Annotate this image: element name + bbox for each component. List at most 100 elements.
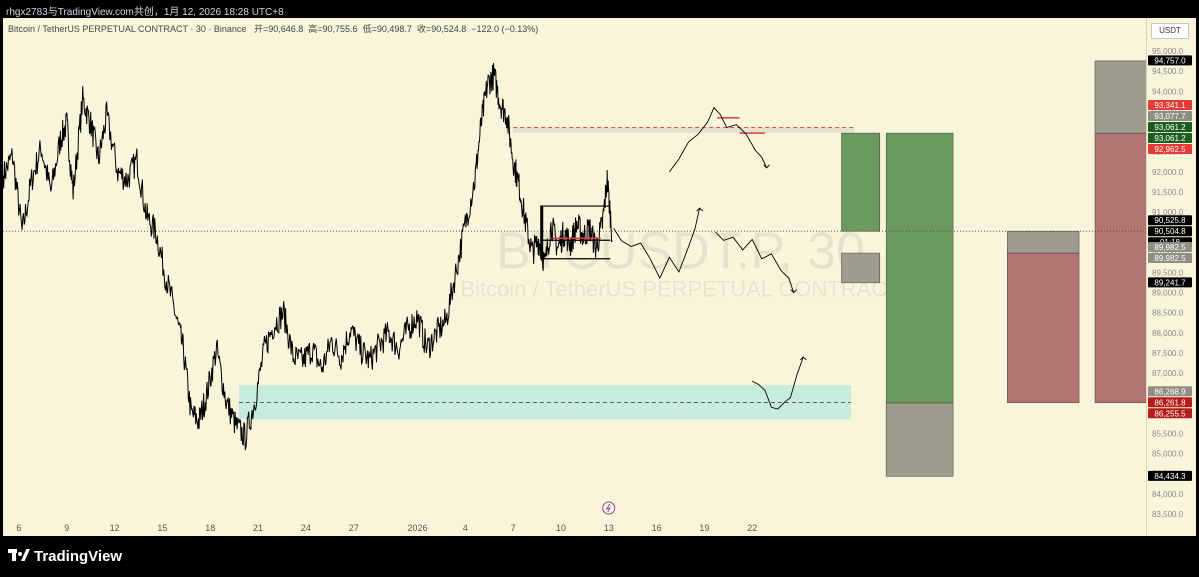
- price-label-bg: [1148, 226, 1192, 237]
- low-label: 低=: [362, 24, 377, 34]
- y-tick-label: 94,500.0: [1152, 67, 1184, 76]
- x-tick-label: 7: [511, 523, 516, 533]
- x-tick-label: 15: [157, 523, 167, 533]
- projected-path-3-arrow: [790, 289, 798, 294]
- open-label: 开=: [253, 24, 269, 34]
- bottom-bar: TradingView: [0, 540, 1199, 577]
- y-tick-label: 89,500.0: [1152, 268, 1184, 277]
- top-bar: rhgx2783与TradingView.com共创，1月 12, 2026 1…: [0, 0, 1199, 18]
- event-lightning-icon: [602, 501, 616, 515]
- change-value: −122.0 (−0.13%): [471, 24, 539, 34]
- y-tick-label: 92,000.0: [1152, 168, 1184, 177]
- price-label-bg: [1148, 408, 1192, 419]
- y-tick-label: 87,500.0: [1152, 349, 1184, 358]
- y-tick-label: 83,500.0: [1152, 510, 1184, 519]
- position-3-grey-zone: [1007, 230, 1080, 254]
- price-axis[interactable]: 95,000.094,500.094,000.093,500.093,000.0…: [1146, 18, 1196, 536]
- price-axis-svg: 95,000.094,500.094,000.093,500.093,000.0…: [1148, 47, 1192, 519]
- chart-plot-area[interactable]: BTCUSDT.P, 30 Bitcoin / TetherUS PERPETUA…: [3, 18, 1146, 536]
- price-label: 93,341.1: [1154, 101, 1186, 110]
- open-value: 90,646.8: [268, 24, 304, 34]
- price-label: 93,061.2: [1154, 134, 1186, 143]
- watermark-name: Bitcoin / TetherUS PERPETUAL CONTRACT: [460, 277, 900, 302]
- position-3-main-zone: [1007, 252, 1080, 404]
- x-tick-label: 18: [205, 523, 215, 533]
- x-tick-label: 13: [604, 523, 614, 533]
- low-value: 90,498.7: [376, 24, 412, 34]
- tradingview-brand[interactable]: TradingView: [8, 548, 122, 565]
- position-4-grey-zone: [1094, 60, 1146, 134]
- projected-path-2: [669, 106, 768, 173]
- brand-name: TradingView: [34, 548, 123, 565]
- projected-path-4-arrow: [799, 356, 807, 361]
- price-label: 86,268.9: [1154, 387, 1186, 396]
- y-tick-label: 87,000.0: [1152, 369, 1184, 378]
- y-tick-label: 88,500.0: [1152, 309, 1184, 318]
- close-label: 收=: [416, 24, 432, 34]
- x-tick-label: 21: [253, 523, 263, 533]
- y-tick-label: 84,000.0: [1152, 490, 1184, 499]
- x-tick-label: 9: [64, 523, 69, 533]
- price-label: 86,261.8: [1154, 398, 1186, 407]
- x-tick-label: 22: [747, 523, 757, 533]
- position-2-grey-zone: [885, 402, 954, 477]
- y-tick-label: 90,000.0: [1152, 248, 1184, 257]
- y-tick-label: 93,000.0: [1152, 128, 1184, 137]
- position-1-grey-zone: [841, 252, 881, 284]
- price-label: 84,434.3: [1154, 472, 1186, 481]
- x-tick-label: 2026: [407, 523, 427, 533]
- symbol-name: Bitcoin / TetherUS PERPETUAL CONTRACT · …: [8, 24, 247, 34]
- projected-path-2-arrow: [763, 164, 770, 169]
- teal-zone: [238, 385, 852, 420]
- watermark-ticker: BTCUSDT.P, 30: [496, 222, 865, 280]
- y-tick-label: 91,000.0: [1152, 208, 1184, 217]
- price-label-bg: [1148, 277, 1192, 288]
- y-tick-label: 95,000.0: [1152, 47, 1184, 56]
- price-label: 89,241.7: [1154, 278, 1186, 287]
- projected-path-3: [715, 231, 795, 293]
- y-tick-label: 88,000.0: [1152, 329, 1184, 338]
- high-label: 高=: [308, 24, 323, 34]
- x-tick-label: 6: [16, 523, 21, 533]
- price-label-bg: [1148, 133, 1192, 144]
- snapshot-title: rhgx2783与TradingView.com共创，1月 12, 2026 1…: [6, 7, 284, 18]
- price-label-bg: [1148, 122, 1192, 133]
- y-tick-label: 85,000.0: [1152, 450, 1184, 459]
- price-label: 94,757.0: [1154, 56, 1186, 65]
- price-label-bg: [1148, 215, 1192, 226]
- price-label-bg: [1148, 242, 1192, 253]
- y-tick-label: 91,500.0: [1152, 188, 1184, 197]
- price-label-bg: [1148, 111, 1192, 122]
- x-tick-label: 19: [699, 523, 709, 533]
- close-value: 90,524.8: [431, 24, 467, 34]
- price-label-bg: [1148, 386, 1192, 397]
- projected-path-1: [613, 208, 701, 280]
- position-1-main-zone: [841, 132, 881, 232]
- price-label-bg: [1148, 100, 1192, 111]
- y-tick-label: 94,000.0: [1152, 87, 1184, 96]
- price-series-line: [3, 63, 613, 451]
- high-value: 90,755.6: [322, 24, 358, 34]
- price-label-bg: [1148, 470, 1192, 481]
- price-label: 93,061.2: [1154, 123, 1186, 132]
- price-label-bg: [1148, 55, 1192, 66]
- lightning-glyph-icon: [605, 503, 611, 513]
- price-label: 86,255.5: [1154, 409, 1186, 418]
- price-label: 89,982.5: [1154, 254, 1186, 263]
- y-tick-label: 89,000.0: [1152, 289, 1184, 298]
- price-label-bg: [1148, 397, 1192, 408]
- x-tick-label: 24: [301, 523, 311, 533]
- projected-path-1-arrow: [696, 207, 703, 212]
- currency-button[interactable]: USDT: [1151, 23, 1189, 39]
- x-tick-label: 27: [349, 523, 359, 533]
- x-tick-label: 4: [463, 523, 468, 533]
- position-4-main-zone: [1094, 132, 1146, 404]
- symbol-legend: Bitcoin / TetherUS PERPETUAL CONTRACT · …: [8, 22, 538, 35]
- x-tick-label: 10: [556, 523, 566, 533]
- price-label: 89,982.5: [1154, 243, 1186, 252]
- grey-zone: [513, 127, 855, 133]
- price-label: 90,525.8: [1154, 216, 1186, 225]
- price-label-bg: [1148, 144, 1192, 155]
- price-label: 92,962.5: [1154, 145, 1186, 154]
